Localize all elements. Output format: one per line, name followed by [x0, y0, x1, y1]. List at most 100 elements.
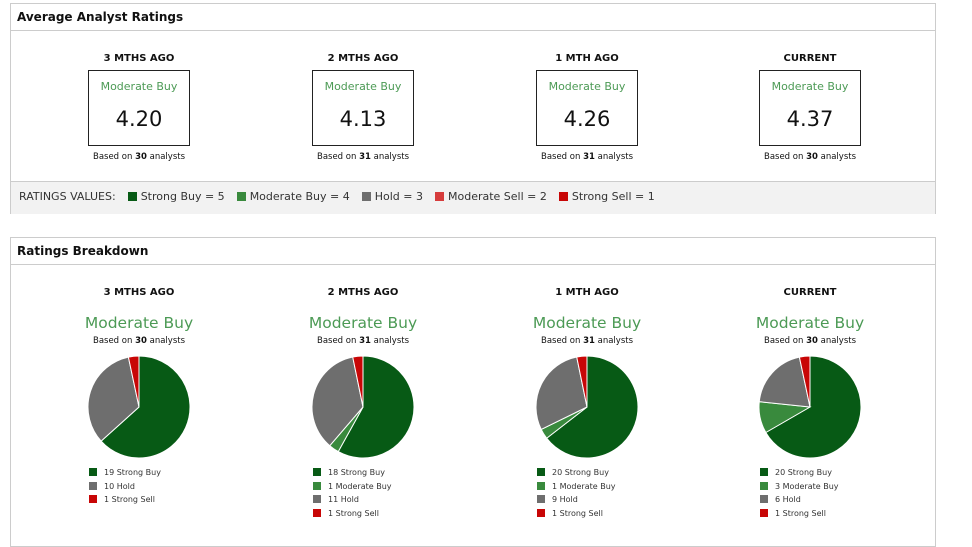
legend-swatch [89, 495, 97, 503]
rating-column: 1 MTH AGO Moderate Buy 4.26 Based on 31 ana… [475, 53, 699, 162]
count: 31 [359, 152, 371, 162]
pie-slice-strong-sell [798, 355, 811, 408]
legend-text: 9 Hold [552, 495, 578, 504]
rating-value: 4.37 [786, 107, 834, 131]
legend-text: 18 Strong Buy [328, 468, 385, 477]
legend-text: Moderate Buy = 4 [249, 190, 350, 203]
legend-swatch [361, 192, 371, 201]
rating-column: 3 MTHS AGO Moderate Buy 4.20 Based on 30 an… [27, 53, 251, 162]
count: 30 [806, 336, 818, 346]
legend-text: 10 Hold [104, 481, 135, 491]
analyst-count: Based on 30 analysts [27, 152, 251, 162]
legend-swatch [537, 481, 545, 490]
pie-slice-strong-buy [545, 355, 639, 459]
pie-legend: 20 Strong Buy 3 Moderate Buy 6 Hold 1 Stron… [760, 466, 860, 520]
legend-text: 19 Strong Buy [104, 468, 161, 477]
pie-legend: 20 Strong Buy 1 Moderate Buy 9 Hold 1 Stron… [537, 466, 637, 520]
legend-swatch [760, 508, 768, 517]
pie-legend-item: 1 Strong Sell [760, 507, 860, 521]
legend-text: 1 Strong Sell [775, 508, 826, 518]
analyst-count: Based on 31 analysts [475, 152, 699, 162]
period-label: 1 MTH AGO [555, 287, 619, 298]
pie-slice-hold [535, 356, 588, 431]
ratings-pie [758, 355, 862, 459]
legend-label: RATINGS VALUES: [19, 190, 116, 203]
pie-legend-item: 1 Moderate Buy [313, 480, 413, 494]
legend-item: Strong Buy = 5 [127, 190, 225, 203]
analysts-text: analysts [146, 336, 186, 346]
count: 30 [135, 336, 147, 346]
rating-text: Moderate Buy [548, 80, 626, 93]
legend-swatch [558, 192, 568, 201]
legend-swatch [760, 495, 768, 503]
legend-text: Strong Buy = 5 [140, 190, 225, 203]
ratings-breakdown-panel: Ratings Breakdown 3 MTHS AGO Moderate Buy… [10, 237, 936, 547]
pie-legend-item: 11 Hold [313, 493, 413, 507]
legend-swatch [537, 495, 545, 503]
count: 30 [806, 152, 818, 162]
rating-box: Moderate Buy 4.13 [312, 70, 414, 146]
pie-legend-item: 9 Hold [537, 493, 637, 507]
breakdown-column: CURRENT Moderate Buy Based on 30 analysts 2… [698, 287, 922, 520]
breakdown-column: 3 MTHS AGO Moderate Buy Based on 30 analys… [27, 287, 251, 507]
period-label: 2 MTHS AGO [327, 287, 399, 298]
legend-item: Hold = 3 [361, 190, 423, 203]
analysts-text: analysts [594, 152, 634, 162]
count: 31 [583, 336, 595, 346]
analysts-text: analysts [370, 336, 410, 346]
based-on-text: Based on [540, 152, 584, 162]
consensus-rating: Moderate Buy [84, 314, 194, 332]
legend-text: Moderate Sell = 2 [448, 190, 547, 203]
pie-slice-strong-buy [765, 355, 862, 459]
panel-title: Average Analyst Ratings [11, 4, 935, 31]
pie-legend: 19 Strong Buy 10 Hold 1 Strong Sell [89, 466, 189, 507]
pie-slice-strong-buy [100, 355, 191, 459]
breakdown-column: 2 MTHS AGO Moderate Buy Based on 31 analys… [251, 287, 475, 520]
pie-legend-item: 18 Strong Buy [313, 466, 413, 480]
pie-legend-item: 1 Strong Sell [313, 507, 413, 521]
panel-title: Ratings Breakdown [11, 238, 935, 265]
legend-text: 6 Hold [775, 495, 801, 504]
pie-legend-item: 20 Strong Buy [760, 466, 860, 480]
legend-item: Strong Sell = 1 [558, 190, 655, 203]
legend-text: 1 Strong Sell [552, 508, 603, 518]
analyst-count: Based on 31 analysts [251, 152, 475, 162]
analyst-count: Based on 30 analysts [27, 336, 251, 346]
rating-box: Moderate Buy 4.26 [536, 70, 638, 146]
analyst-count: Based on 30 analysts [698, 336, 922, 346]
based-on-text: Based on [92, 336, 136, 346]
legend-swatch [760, 481, 768, 490]
analysts-text: analysts [146, 152, 186, 162]
pie-slice-strong-sell [127, 355, 140, 408]
consensus-rating: Moderate Buy [308, 314, 418, 332]
pie-slice-strong-sell [352, 355, 364, 408]
pie-slice-strong-buy [337, 355, 415, 459]
analyst-count: Based on 30 analysts [698, 152, 922, 162]
based-on-text: Based on [316, 336, 360, 346]
ratings-pie [87, 355, 191, 459]
period-label: CURRENT [783, 287, 837, 298]
pie-legend-item: 1 Moderate Buy [537, 480, 637, 494]
legend-text: 20 Strong Buy [552, 468, 609, 477]
legend-item: Moderate Sell = 2 [435, 190, 547, 203]
ratings-pie [535, 355, 639, 459]
rating-text: Moderate Buy [100, 80, 178, 93]
legend-text: 3 Moderate Buy [775, 481, 839, 491]
based-on-text: Based on [763, 152, 807, 162]
pie-slice-hold [758, 356, 811, 408]
count: 31 [583, 152, 595, 162]
average-ratings-panel: Average Analyst Ratings 3 MTHS AGO Modera… [10, 3, 936, 214]
based-on-text: Based on [763, 336, 807, 346]
legend-swatch [760, 468, 768, 476]
pie-legend-item: 10 Hold [89, 480, 189, 494]
analysts-text: analysts [370, 152, 410, 162]
legend-text: 20 Strong Buy [775, 468, 832, 477]
pie-legend: 18 Strong Buy 1 Moderate Buy 11 Hold 1 Stro… [313, 466, 413, 520]
ratings-pie [311, 355, 415, 459]
legend-text: Strong Sell = 1 [571, 190, 655, 203]
legend-swatch [313, 495, 321, 503]
rating-value: 4.13 [339, 107, 387, 131]
legend-text: Hold = 3 [374, 190, 423, 203]
ratings-values-legend: RATINGS VALUES: Strong Buy = 5 Moderate Bu… [11, 181, 935, 214]
pie-legend-item: 6 Hold [760, 493, 860, 507]
